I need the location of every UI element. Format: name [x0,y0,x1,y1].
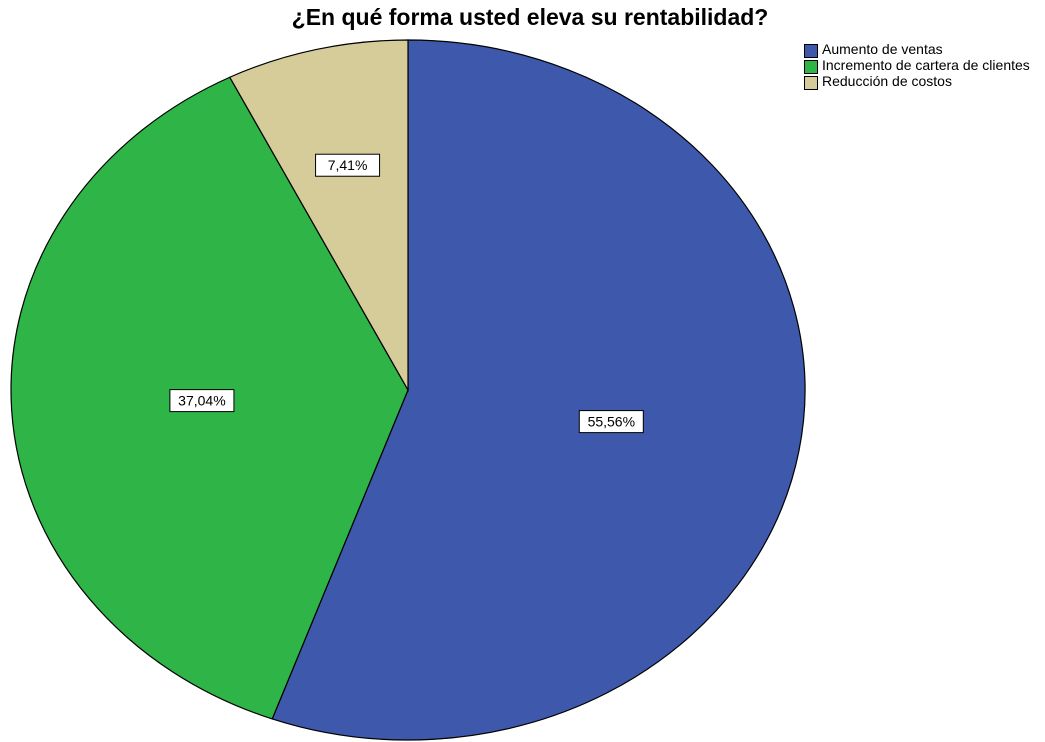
slice-label-text: 37,04% [178,393,225,409]
slice-label-text: 55,56% [588,414,635,430]
pie-slices [10,39,806,741]
legend-item: Reducción de costos [804,74,1039,90]
slice-label-2: 37,04% [169,389,235,413]
legend: Aumento de ventas Incremento de cartera d… [804,42,1039,90]
legend-label: Incremento de cartera de clientes [822,57,1030,73]
legend-swatch [804,76,818,90]
chart-title: ¿En qué forma usted eleva su rentabilida… [291,4,769,30]
legend-swatch [804,60,818,74]
legend-item: Aumento de ventas [804,42,1039,58]
legend-item: Incremento de cartera de clientes [804,58,1039,74]
slice-label-box [578,410,644,434]
pie-slice-1 [271,39,806,741]
pie-slice-3 [228,39,409,393]
slice-label-3: 7,41% [315,153,381,177]
slice-label-box [315,153,381,177]
slice-label-text: 7,41% [328,157,368,173]
legend-label: Aumento de ventas [822,41,943,57]
legend-label: Reducción de costos [822,73,952,89]
slice-label-1: 55,56% [578,410,644,434]
legend-swatch [804,44,818,58]
slice-label-box [169,389,235,413]
pie-slice-labels: 55,56% 37,04% 7,41% [169,153,644,434]
